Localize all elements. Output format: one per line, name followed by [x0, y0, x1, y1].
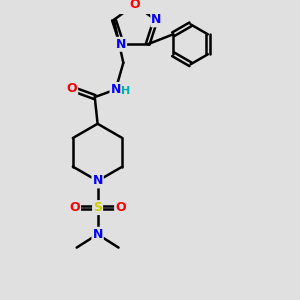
Text: H: H — [121, 86, 130, 96]
Text: N: N — [152, 13, 162, 26]
Text: O: O — [67, 82, 77, 95]
Text: N: N — [92, 228, 103, 241]
Text: O: O — [115, 201, 126, 214]
Text: O: O — [69, 201, 80, 214]
Text: N: N — [92, 174, 103, 188]
Text: S: S — [93, 201, 102, 214]
Text: N: N — [116, 38, 126, 51]
Text: O: O — [129, 0, 140, 11]
Text: N: N — [110, 83, 121, 96]
